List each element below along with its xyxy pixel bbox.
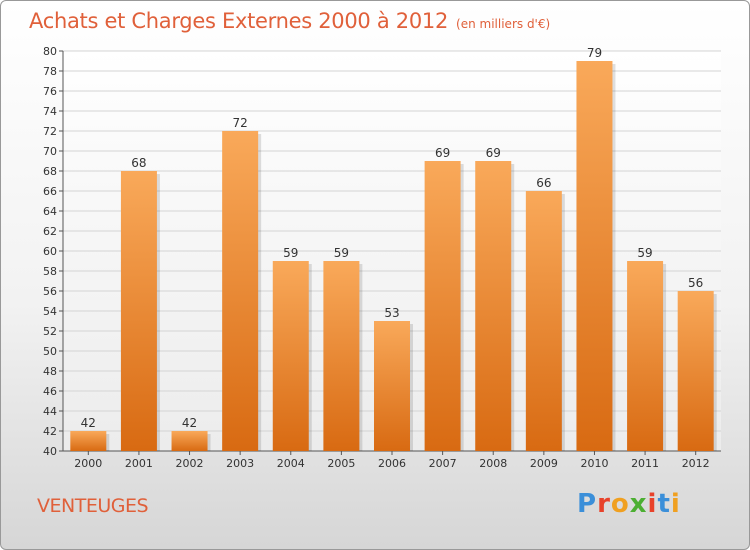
y-tick-label: 56 [43, 285, 57, 298]
data-label-2001: 68 [131, 156, 146, 170]
bar-2003 [222, 131, 259, 451]
y-tick-label: 40 [43, 445, 57, 458]
x-tick-label-2006: 2006 [378, 457, 406, 470]
y-tick-label: 58 [43, 265, 57, 278]
y-tick-label: 50 [43, 345, 57, 358]
bar-2006 [374, 321, 410, 451]
y-tick-label: 54 [43, 305, 57, 318]
commune-name: VENTEUGES [37, 495, 149, 517]
x-tick-label-2000: 2000 [74, 457, 102, 470]
bar-2009 [525, 191, 562, 451]
y-tick-label: 68 [43, 165, 57, 178]
data-label-2011: 59 [637, 246, 652, 260]
x-tick-label-2010: 2010 [580, 457, 608, 470]
y-tick-label: 80 [43, 45, 57, 58]
y-tick-label: 66 [43, 185, 57, 198]
bar-2004 [272, 261, 309, 451]
chart-title: Achats et Charges Externes 2000 à 2012 (e… [29, 9, 550, 33]
y-tick-label: 48 [43, 365, 57, 378]
logo-letter: x [629, 489, 648, 519]
data-label-2003: 72 [233, 116, 248, 130]
y-tick-label: 42 [43, 425, 57, 438]
x-tick-label-2011: 2011 [631, 457, 659, 470]
y-tick-label: 46 [43, 385, 57, 398]
y-tick-label: 64 [43, 205, 57, 218]
bar-2008 [475, 161, 512, 451]
x-tick-label-2012: 2012 [682, 457, 710, 470]
bar-2011 [627, 261, 664, 451]
data-label-2012: 56 [688, 276, 703, 290]
bar-2001 [120, 171, 157, 451]
x-tick-label-2002: 2002 [176, 457, 204, 470]
chart-title-text: Achats et Charges Externes 2000 à 2012 [29, 9, 449, 33]
data-label-2008: 69 [486, 146, 501, 160]
data-label-2009: 66 [536, 176, 551, 190]
data-label-2002: 42 [182, 416, 197, 430]
data-label-2006: 53 [384, 306, 399, 320]
data-label-2000: 42 [81, 416, 96, 430]
data-label-2005: 59 [334, 246, 349, 260]
y-tick-label: 60 [43, 245, 57, 258]
logo-letter: t [657, 489, 671, 519]
x-tick-label-2007: 2007 [429, 457, 457, 470]
bar-2005 [323, 261, 360, 451]
logo-letter: i [670, 489, 681, 519]
bar-2007 [424, 161, 461, 451]
logo-letter: r [597, 489, 611, 519]
y-tick-label: 72 [43, 125, 57, 138]
bar-2000 [70, 431, 107, 451]
proxiti-logo: Proxiti [577, 489, 681, 519]
chart-unit-label: (en milliers d'€) [456, 17, 551, 31]
bar-2012 [677, 291, 714, 451]
bar-2002 [171, 431, 208, 451]
y-tick-label: 70 [43, 145, 57, 158]
y-tick-label: 52 [43, 325, 57, 338]
logo-letter: P [577, 489, 598, 519]
bar-2010 [576, 61, 613, 451]
y-tick-label: 44 [43, 405, 57, 418]
logo-letter: o [610, 489, 630, 519]
data-label-2004: 59 [283, 246, 298, 260]
y-tick-label: 78 [43, 65, 57, 78]
x-tick-label-2005: 2005 [327, 457, 355, 470]
x-tick-label-2001: 2001 [125, 457, 153, 470]
x-tick-label-2009: 2009 [530, 457, 558, 470]
y-tick-label: 76 [43, 85, 57, 98]
x-tick-label-2003: 2003 [226, 457, 254, 470]
logo-letter: i [647, 489, 658, 519]
data-label-2007: 69 [435, 146, 450, 160]
y-tick-label: 62 [43, 225, 57, 238]
data-label-2010: 79 [587, 46, 602, 60]
x-tick-label-2008: 2008 [479, 457, 507, 470]
y-tick-label: 74 [43, 105, 57, 118]
x-tick-label-2004: 2004 [277, 457, 305, 470]
